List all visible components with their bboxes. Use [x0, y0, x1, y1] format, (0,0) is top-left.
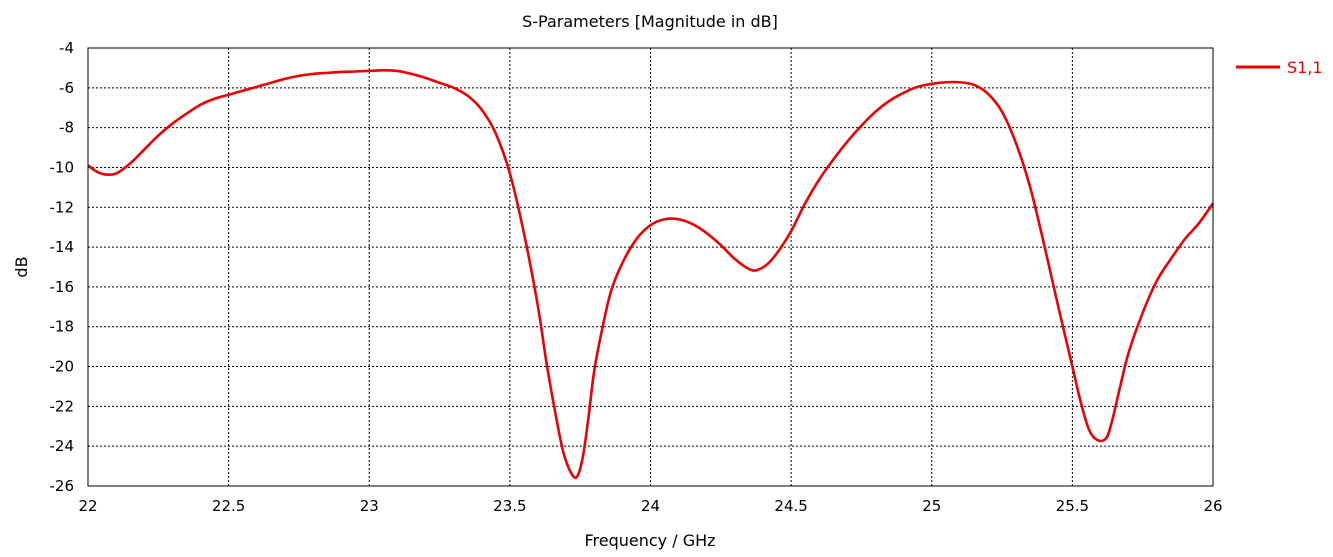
y-tick-label: -12 — [50, 198, 75, 216]
legend: S1,1 — [1236, 58, 1323, 77]
x-tick-label: 22.5 — [212, 497, 245, 515]
x-tick-label: 23 — [360, 497, 379, 515]
plot-frame — [87, 47, 1214, 487]
y-tick-label: -22 — [50, 397, 75, 415]
x-tick-label: 25 — [922, 497, 941, 515]
y-tick-label: -16 — [50, 278, 75, 296]
x-tick-label: 25.5 — [1056, 497, 1089, 515]
y-axis-ticks: -4 -6 -8 -10 -12 -14 -16 -18 -20 -22 -24 -26 — [50, 39, 75, 495]
y-tick-label: -8 — [59, 119, 74, 137]
grid — [88, 48, 1213, 486]
x-tick-label: 24 — [641, 497, 660, 515]
y-tick-label: -20 — [50, 358, 75, 376]
x-tick-label: 23.5 — [493, 497, 526, 515]
y-tick-label: -14 — [50, 238, 75, 256]
y-tick-label: -10 — [50, 158, 75, 176]
series-layer — [87, 69, 1215, 480]
y-tick-label: -18 — [50, 318, 75, 336]
x-tick-label: 26 — [1203, 497, 1222, 515]
y-tick-label: -6 — [59, 79, 74, 97]
chart-title: S-Parameters [Magnitude in dB] — [522, 12, 778, 31]
x-axis-label: Frequency / GHz — [584, 531, 715, 550]
y-tick-label: -24 — [50, 437, 75, 455]
y-tick-label: -4 — [59, 39, 74, 57]
x-axis-ticks: 22 22.5 23 23.5 24 24.5 25 25.5 26 — [78, 497, 1222, 515]
x-tick-label: 22 — [78, 497, 97, 515]
legend-label: S1,1 — [1287, 58, 1323, 77]
series-line-0 — [87, 69, 1215, 480]
x-tick-label: 24.5 — [774, 497, 807, 515]
y-tick-label: -26 — [50, 477, 75, 495]
y-axis-label: dB — [12, 256, 31, 277]
